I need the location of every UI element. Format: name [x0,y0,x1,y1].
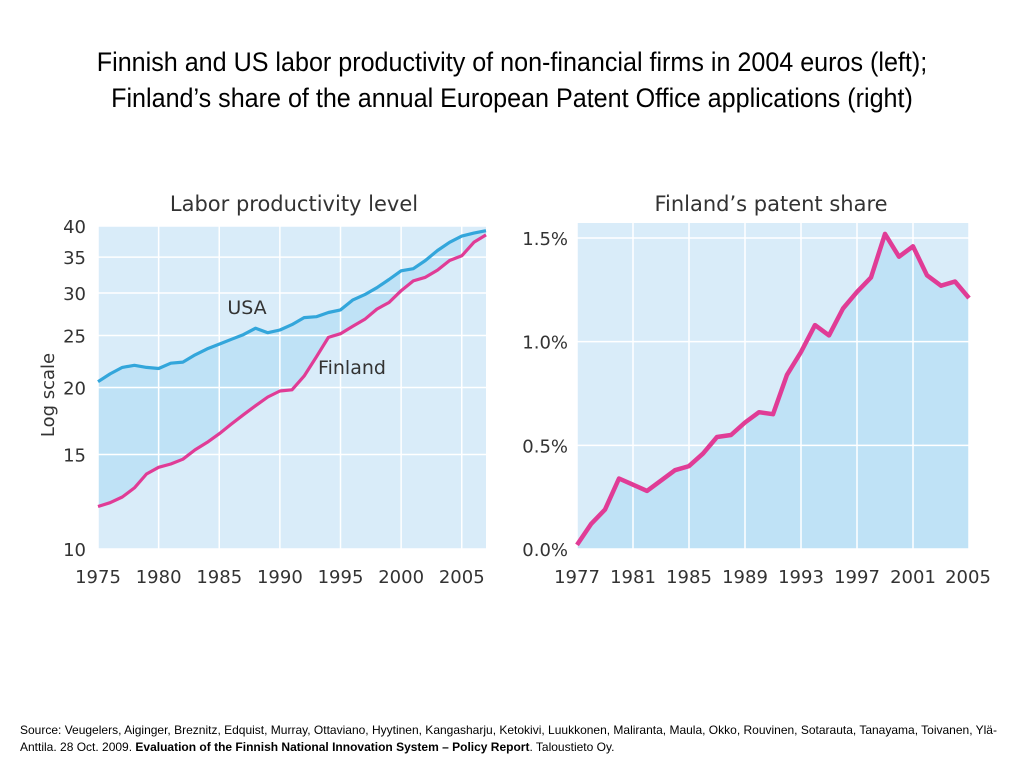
right-x-tick-label: 1997 [834,567,880,588]
right-x-tick-label: 1977 [554,567,600,588]
usa-annotation: USA [227,297,266,319]
left-chart-title: Labor productivity level [170,192,418,216]
charts-canvas: Labor productivity level Log scale Finla… [38,192,991,588]
left-y-tick-label: 25 [63,327,86,348]
source-citation: Source: Veugelers, Aiginger, Breznitz, E… [20,722,1010,756]
patent-share-line [575,231,971,547]
left-y-tick-label: 35 [63,248,86,269]
left-y-tick-label: 20 [63,379,86,400]
finland-series-line [97,233,487,509]
right-x-tick-label: 2001 [890,567,936,588]
left-chart-ylabel: Log scale [38,353,59,437]
left-y-tick-label: 15 [63,446,86,467]
right-chart-title: Finland’s patent share [654,192,887,216]
left-y-tick-label: 10 [63,540,86,561]
right-y-tick-label: 1.5% [522,229,568,250]
right-x-tick-label: 2005 [945,567,991,588]
slide-title: Finnish and US labor productivity of non… [36,44,988,116]
source-prefix: Source: Veugelers, Aiginger, Breznitz, E… [20,723,997,754]
right-x-tick-label: 1981 [610,567,656,588]
left-x-tick-label: 2000 [378,567,424,588]
slide-title-line-2: Finland’s share of the annual European P… [111,83,913,113]
left-gap-fill [98,230,486,507]
right-y-tick-label: 0.5% [522,436,568,457]
right-x-tick-label: 1993 [778,567,824,588]
left-y-tick-label: 40 [63,217,86,238]
source-report-title: Evaluation of the Finnish National Innov… [135,740,530,754]
left-x-tick-label: 1980 [136,567,182,588]
right-y-tick-label: 0.0% [522,540,568,561]
slide-title-line-1: Finnish and US labor productivity of non… [96,47,928,77]
left-x-tick-label: 1995 [318,567,364,588]
right-x-tick-label: 1985 [666,567,712,588]
left-x-tick-label: 2005 [439,567,485,588]
left-x-tick-label: 1975 [75,567,121,588]
left-x-tick-label: 1990 [257,567,303,588]
finland-annotation: Finland [318,357,386,379]
left-y-tick-label: 30 [63,284,86,305]
right-x-tick-label: 1989 [722,567,768,588]
usa-series-line [97,229,487,384]
left-x-tick-label: 1985 [196,567,242,588]
right-y-tick-label: 1.0% [522,333,568,354]
source-suffix: . Taloustieto Oy. [529,740,615,754]
